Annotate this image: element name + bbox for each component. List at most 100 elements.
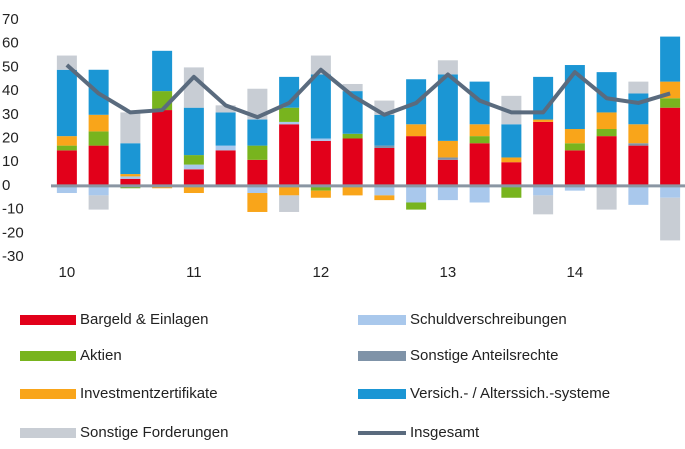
x-tick-label: 13 (440, 264, 457, 281)
bar (183, 155, 204, 165)
bar (628, 143, 649, 146)
bar (628, 185, 649, 205)
bar (247, 193, 268, 212)
y-tick-label: 50 (2, 58, 19, 75)
x-tick-label: 11 (186, 264, 202, 281)
bar (88, 145, 109, 186)
legend-swatch (358, 351, 406, 361)
bar (628, 145, 649, 186)
bar (406, 185, 427, 203)
bar (437, 74, 458, 141)
y-tick-label: 60 (2, 35, 19, 52)
bar (469, 185, 490, 203)
bar (279, 121, 300, 125)
y-tick-label: -20 (2, 224, 24, 241)
bar (342, 133, 363, 139)
bar (56, 69, 77, 137)
bar (533, 121, 554, 186)
y-tick-label: -10 (2, 201, 24, 218)
legend-swatch (358, 315, 406, 325)
bar (342, 91, 363, 134)
bar (660, 98, 681, 108)
bar (247, 145, 268, 160)
bar (310, 138, 331, 141)
bar (183, 169, 204, 186)
bar (88, 185, 109, 196)
bar (533, 119, 554, 122)
legend-swatch (20, 351, 76, 361)
bar (533, 195, 554, 215)
bar (247, 119, 268, 146)
bar (406, 202, 427, 210)
bar (215, 150, 236, 186)
bar (342, 138, 363, 186)
x-tick-label: 14 (567, 264, 584, 281)
bar (564, 150, 585, 186)
total-line (65, 63, 671, 120)
bar (215, 145, 236, 151)
bar (374, 147, 395, 186)
bar (437, 157, 458, 160)
bar (183, 67, 204, 108)
bar (310, 185, 331, 191)
bar (342, 83, 363, 92)
bar (152, 110, 173, 186)
bar (533, 185, 554, 196)
y-tick-label: 30 (2, 106, 19, 123)
bar (564, 129, 585, 144)
bar (469, 81, 490, 125)
legend-swatch (20, 315, 76, 325)
bar (437, 60, 458, 75)
bar (374, 114, 395, 146)
legend-label: Insgesamt (410, 424, 480, 441)
bar (406, 136, 427, 186)
y-tick-label: 20 (2, 129, 19, 146)
x-tick-label: 10 (59, 264, 76, 281)
bar (437, 185, 458, 201)
bar (501, 157, 522, 163)
bar (183, 185, 204, 194)
bar (279, 124, 300, 186)
bar (437, 140, 458, 158)
y-tick-label: 40 (2, 82, 19, 99)
bar (279, 195, 300, 212)
bar (342, 185, 363, 196)
bar (660, 36, 681, 82)
bar (628, 124, 649, 144)
bar (279, 185, 300, 196)
bar (247, 88, 268, 120)
y-tick-label: 10 (2, 153, 19, 170)
y-tick-label: 70 (2, 11, 19, 28)
y-tick-label: -30 (2, 248, 24, 265)
bar (469, 143, 490, 186)
bar (120, 143, 141, 175)
bar (596, 136, 617, 186)
bar (596, 129, 617, 137)
bar (660, 107, 681, 186)
y-tick-label: 0 (2, 177, 10, 194)
legend-label: Aktien (80, 347, 122, 364)
bar (660, 197, 681, 241)
bar (88, 114, 109, 132)
bar (247, 185, 268, 194)
bar (374, 185, 395, 196)
bar (247, 159, 268, 186)
bar (88, 195, 109, 210)
legend-swatch (20, 389, 76, 399)
bar (215, 105, 236, 113)
bar (183, 107, 204, 156)
bar (310, 140, 331, 186)
bar (310, 190, 331, 198)
bar (120, 112, 141, 144)
legend-label: Versich.- / Alterssich.-systeme (410, 385, 610, 402)
legend-label: Bargeld & Einlagen (80, 311, 208, 328)
bar (469, 136, 490, 144)
bar (56, 150, 77, 186)
legend-label: Investmentzertifikate (80, 385, 218, 402)
bar (406, 124, 427, 137)
bar (596, 112, 617, 130)
bar (501, 95, 522, 125)
bar (120, 178, 141, 186)
bar (120, 176, 141, 179)
bar (437, 159, 458, 186)
